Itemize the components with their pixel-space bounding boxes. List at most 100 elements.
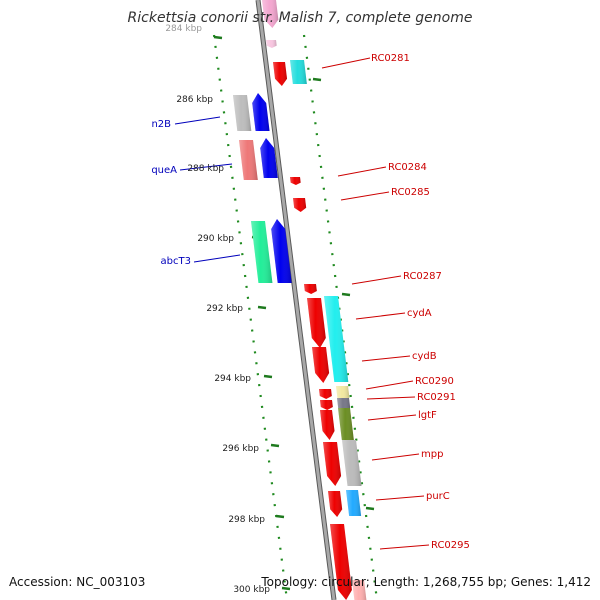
scale-tick-7 bbox=[275, 514, 285, 519]
gene-label-RC0295: RC0295 bbox=[431, 540, 470, 551]
scale-label-300: 300 kbp bbox=[233, 585, 270, 595]
gene-purC-blue bbox=[346, 490, 362, 516]
gene-abcT3-green bbox=[251, 221, 273, 283]
gene-purC bbox=[328, 491, 343, 517]
label-leader-lines bbox=[174, 57, 430, 550]
gene-queA-shade bbox=[260, 138, 278, 178]
scale-tick-6 bbox=[270, 443, 280, 448]
leader-reverse-0 bbox=[174, 116, 221, 125]
gene-label-cydB: cydB bbox=[412, 351, 437, 362]
gene-salmon-288 bbox=[239, 140, 258, 180]
backbone-line bbox=[256, 0, 336, 600]
gene-RC0295 bbox=[330, 524, 352, 600]
gene-pink-bottom-shade bbox=[352, 580, 367, 600]
scale-label-290: 290 kbp bbox=[197, 234, 234, 244]
gene-abcT3-shade bbox=[271, 219, 292, 283]
accession-text: Accession: NC_003103 bbox=[9, 575, 146, 589]
scale-label-288: 288 kbp bbox=[187, 164, 224, 174]
gene-cydB-shade bbox=[312, 347, 330, 383]
reverse-gene-labels: n2B queA abcT3 bbox=[151, 119, 191, 267]
gene-salmon-288-shade bbox=[239, 140, 258, 180]
gene-cydA bbox=[307, 298, 326, 348]
forward-gene-labels: RC0281 RC0284 RC0285 RC0287 cydA cydB RC… bbox=[371, 53, 470, 551]
gene-mpp bbox=[323, 442, 342, 486]
leader-forward-2 bbox=[340, 191, 390, 201]
genome-stats-text: Topology: circular; Length: 1,268,755 bp… bbox=[261, 575, 591, 589]
gene-RC0290-yellow-shade bbox=[336, 386, 350, 398]
leader-forward-0 bbox=[321, 57, 371, 69]
gene-abcT3 bbox=[271, 219, 292, 283]
leader-forward-4 bbox=[355, 312, 406, 320]
gene-pink-small-shade bbox=[266, 40, 277, 48]
leader-reverse-2 bbox=[193, 254, 241, 263]
gene-RC0281-teal bbox=[290, 60, 307, 84]
gene-label-RC0287: RC0287 bbox=[403, 271, 442, 282]
leader-forward-7 bbox=[366, 396, 416, 400]
gene-label-RC0281: RC0281 bbox=[371, 53, 410, 64]
gene-purC-shade bbox=[328, 491, 343, 517]
gene-RC0290 bbox=[319, 389, 332, 399]
gene-cydA-shade bbox=[307, 298, 326, 348]
gene-RC0291-shade bbox=[320, 400, 333, 410]
gene-lgtF-olive-shade bbox=[338, 408, 354, 440]
gene-lgtF bbox=[320, 410, 335, 440]
gene-grey-286 bbox=[233, 95, 252, 131]
gene-RC0291-slate-shade bbox=[337, 398, 351, 408]
scale-labels: 284 kbp 286 kbp 288 kbp 290 kbp 292 kbp … bbox=[165, 24, 270, 595]
gene-RC0284-shade bbox=[290, 177, 301, 185]
scale-tick-10 bbox=[341, 292, 351, 297]
gene-RC0287 bbox=[304, 284, 317, 294]
leader-reverse-1 bbox=[179, 163, 233, 171]
gene-n2B-shade bbox=[252, 93, 270, 131]
gene-label-mpp: mpp bbox=[421, 449, 443, 460]
track-boundary-dots bbox=[212, 34, 379, 600]
gene-cydA-cyan bbox=[324, 296, 349, 382]
scale-tick-0 bbox=[213, 35, 223, 40]
gene-label-RC0285: RC0285 bbox=[391, 187, 430, 198]
gene-abcT3-green-shade bbox=[251, 221, 273, 283]
gene-pink-bottom bbox=[352, 580, 367, 600]
gene-label-abcT3: abcT3 bbox=[161, 256, 191, 267]
scale-label-298: 298 kbp bbox=[228, 515, 265, 525]
scale-label-284: 284 kbp bbox=[165, 24, 202, 34]
scale-tick-8 bbox=[281, 586, 291, 591]
gene-lgtF-shade bbox=[320, 410, 335, 440]
gene-RC0281-teal-shade bbox=[290, 60, 307, 84]
gene-mpp-shade bbox=[323, 442, 342, 486]
genome-backbone bbox=[255, 0, 337, 600]
gene-cydA-cyan-shade bbox=[324, 296, 349, 382]
scale-label-296: 296 kbp bbox=[222, 444, 259, 454]
leader-forward-10 bbox=[375, 495, 425, 501]
gene-n2B bbox=[252, 93, 270, 131]
gene-label-cydA: cydA bbox=[407, 308, 432, 319]
gene-RC0285-shade bbox=[293, 198, 307, 212]
gene-grey-286-shade bbox=[233, 95, 252, 131]
scale-label-286: 286 kbp bbox=[176, 95, 213, 105]
gene-RC0290-shade bbox=[319, 389, 332, 399]
gene-RC0295-shade bbox=[330, 524, 352, 600]
gene-RC0290-yellow bbox=[336, 386, 350, 398]
gene-label-RC0290: RC0290 bbox=[415, 376, 454, 387]
gene-label-n2B: n2B bbox=[151, 119, 171, 130]
gene-label-RC0291: RC0291 bbox=[417, 392, 456, 403]
gene-features bbox=[233, 0, 367, 600]
leader-forward-9 bbox=[371, 453, 420, 461]
dotted-boundary-0 bbox=[212, 34, 289, 600]
gene-RC0284 bbox=[290, 177, 301, 185]
scale-tick-11 bbox=[365, 506, 375, 511]
dotted-boundary-1 bbox=[302, 34, 379, 600]
gene-cydB bbox=[312, 347, 330, 383]
gene-lgtF-olive bbox=[338, 408, 354, 440]
gene-label-lgtF: lgtF bbox=[418, 410, 437, 421]
leader-forward-5 bbox=[361, 355, 411, 362]
leader-forward-6 bbox=[365, 380, 414, 390]
gene-mpp-grey bbox=[342, 440, 362, 486]
gene-RC0287-shade bbox=[304, 284, 317, 294]
gene-mpp-grey-shade bbox=[342, 440, 362, 486]
map-title: Rickettsia conorii str. Malish 7, comple… bbox=[127, 10, 473, 26]
gene-label-purC: purC bbox=[426, 491, 450, 502]
scale-tick-9 bbox=[312, 77, 322, 82]
scale-tick-5 bbox=[263, 374, 273, 379]
leader-forward-3 bbox=[351, 275, 402, 285]
